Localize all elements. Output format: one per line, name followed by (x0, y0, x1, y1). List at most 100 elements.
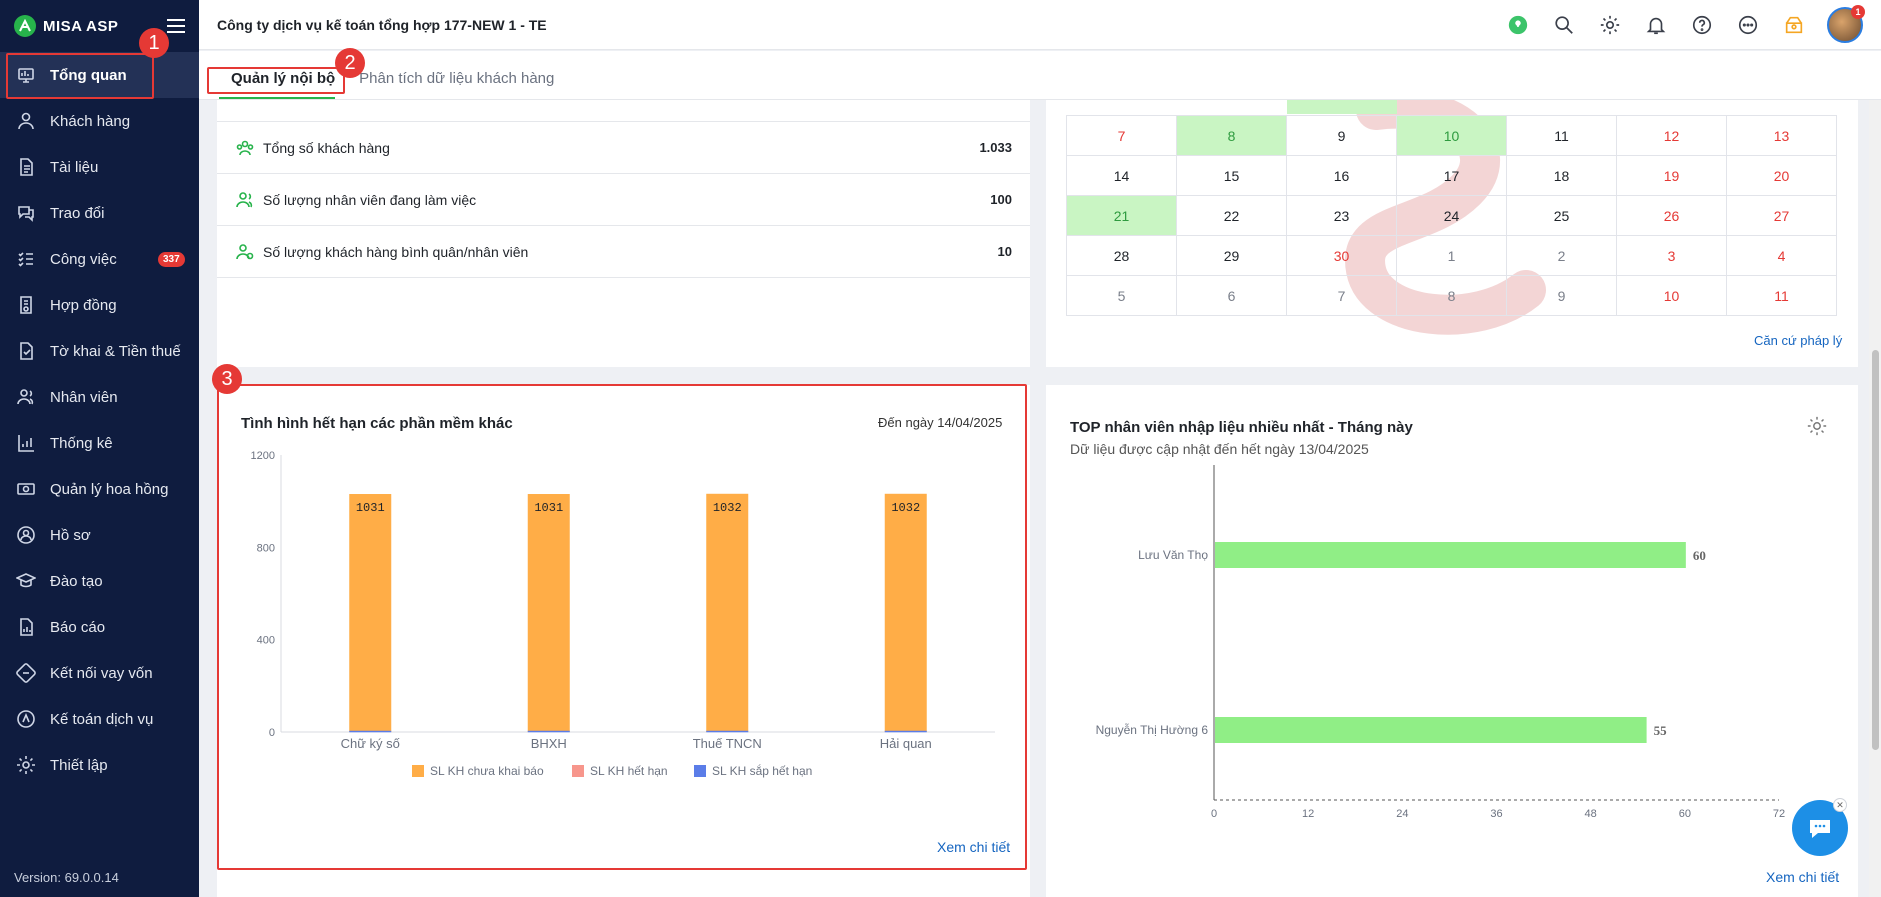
x-tick-label: Hải quan (880, 736, 932, 751)
sidebar-item-10[interactable]: Quản lý hoa hồng (0, 466, 199, 512)
chat-icon (16, 203, 36, 223)
sidebar-item-16[interactable]: Thiết lập (0, 742, 199, 788)
calendar-day[interactable]: 13 (1726, 115, 1837, 156)
calendar-day[interactable]: 14 (1066, 155, 1177, 196)
help-icon[interactable] (1689, 12, 1715, 38)
expiry-view-details-link[interactable]: Xem chi tiết (937, 839, 1011, 855)
calendar-day[interactable]: 22 (1176, 195, 1287, 236)
logo-row: MISA ASP (0, 0, 199, 52)
calendar-day[interactable]: 1 (1396, 235, 1507, 276)
sidebar-item-2[interactable]: Khách hàng (0, 98, 199, 144)
sidebar-item-1[interactable]: Tổng quan (0, 52, 199, 98)
calendar-day[interactable]: 19 (1616, 155, 1727, 196)
legal-basis-link[interactable]: Căn cứ pháp lý (1754, 333, 1843, 348)
chat-close-icon[interactable]: ✕ (1833, 798, 1847, 812)
calendar-day[interactable]: 18 (1506, 155, 1617, 196)
gear-icon[interactable] (1597, 12, 1623, 38)
stats-label: Tổng số khách hàng (263, 139, 390, 156)
calendar-week: 21 22 23 24 25 26 27 (1066, 195, 1837, 236)
company-name: Công ty dịch vụ kế toán tổng hợp 177-NEW… (217, 16, 547, 33)
user-avatar[interactable]: 1 (1827, 4, 1865, 43)
top-chart-subtitle: Dữ liệu được cập nhật đến hết ngày 13/04… (1070, 441, 1369, 457)
calendar-day[interactable]: 17 (1396, 155, 1507, 196)
promotion-icon[interactable] (1781, 12, 1807, 38)
sidebar-item-11[interactable]: Hồ sơ (0, 512, 199, 558)
calendar-day[interactable]: 10 (1396, 115, 1507, 156)
stats-row-clipped (217, 100, 1030, 122)
sidebar-item-label: Tờ khai & Tiền thuế (50, 342, 181, 360)
calendar-grid: 7 8 9 10 11 12 13 14 15 16 17 18 19 20 21 22 23 24 25 26 27 2… (1066, 115, 1837, 316)
calendar-day[interactable]: 11 (1506, 115, 1617, 156)
page-scrollbar[interactable] (1869, 100, 1881, 897)
sidebar-item-6[interactable]: Hợp đồng (0, 282, 199, 328)
sidebar-item-label: Trao đổi (50, 204, 105, 222)
calendar-day[interactable]: 8 (1176, 115, 1287, 156)
calendar-day[interactable]: 9 (1506, 275, 1617, 316)
customers-icon (235, 138, 255, 158)
sidebar-item-7[interactable]: Tờ khai & Tiền thuế (0, 328, 199, 374)
calendar-day[interactable]: 10 (1616, 275, 1727, 316)
calendar-day[interactable]: 29 (1176, 235, 1287, 276)
employee-value-label: 60 (1693, 548, 1706, 563)
more-icon[interactable] (1735, 12, 1761, 38)
assistant-icon[interactable] (1505, 12, 1531, 38)
calendar-day[interactable]: 6 (1176, 275, 1287, 316)
calendar-day[interactable]: 27 (1726, 195, 1837, 236)
bar-value-label: 1031 (356, 501, 385, 515)
calendar-day[interactable]: 24 (1396, 195, 1507, 236)
employee-bar-1 (1215, 542, 1686, 568)
scroll-thumb[interactable] (1872, 350, 1879, 750)
employees-icon (235, 190, 255, 210)
calendar-highlight-clipped (1287, 100, 1397, 114)
sidebar-item-3[interactable]: Tài liệu (0, 144, 199, 190)
accounting-icon (16, 709, 36, 729)
search-icon[interactable] (1551, 12, 1577, 38)
calendar-day[interactable]: 28 (1066, 235, 1177, 276)
chart-settings-gear-icon[interactable] (1806, 415, 1828, 437)
y-tick-label: 1200 (251, 450, 275, 462)
contract-icon (16, 295, 36, 315)
sidebar-item-label: Kết nối vay vốn (50, 664, 153, 682)
calendar-day[interactable]: 9 (1286, 115, 1397, 156)
calendar-day[interactable]: 5 (1066, 275, 1177, 316)
calendar-day[interactable]: 8 (1396, 275, 1507, 316)
calendar-day[interactable]: 2 (1506, 235, 1617, 276)
report-icon (16, 617, 36, 637)
sidebar-item-label: Thiết lập (50, 756, 108, 774)
calendar-day[interactable]: 11 (1726, 275, 1837, 316)
calendar-day[interactable]: 23 (1286, 195, 1397, 236)
active-tab-indicator (219, 97, 335, 99)
calendar-day[interactable]: 16 (1286, 155, 1397, 196)
sidebar-item-label: Nhân viên (50, 388, 118, 406)
sidebar-item-13[interactable]: Báo cáo (0, 604, 199, 650)
calendar-day[interactable]: 12 (1616, 115, 1727, 156)
y-tick-label: 400 (257, 635, 275, 647)
calendar-day[interactable]: 7 (1286, 275, 1397, 316)
top-view-details-link[interactable]: Xem chi tiết (1766, 869, 1840, 885)
calendar-card: 7 8 9 10 11 12 13 14 15 16 17 18 19 20 21 22 23 24 25 26 27 2… (1046, 100, 1858, 367)
sidebar-item-4[interactable]: Trao đổi (0, 190, 199, 236)
calendar-day[interactable]: 15 (1176, 155, 1287, 196)
calendar-day[interactable]: 20 (1726, 155, 1837, 196)
calendar-day[interactable]: 30 (1286, 235, 1397, 276)
calendar-day[interactable]: 25 (1506, 195, 1617, 236)
calendar-day[interactable]: 7 (1066, 115, 1177, 156)
sidebar-item-8[interactable]: Nhân viên (0, 374, 199, 420)
sidebar-item-label: Hồ sơ (50, 526, 91, 544)
employees-icon (16, 387, 36, 407)
tab-internal-management[interactable]: Quản lý nội bộ (231, 70, 336, 87)
bell-icon[interactable] (1643, 12, 1669, 38)
sidebar-item-15[interactable]: Kế toán dịch vụ (0, 696, 199, 742)
sidebar-item-5[interactable]: Công việc 337 (0, 236, 199, 282)
sidebar-item-9[interactable]: Thống kê (0, 420, 199, 466)
calendar-day[interactable]: 3 (1616, 235, 1727, 276)
tab-customer-analytics[interactable]: Phân tích dữ liệu khách hàng (359, 70, 555, 87)
calendar-day[interactable]: 4 (1726, 235, 1837, 276)
sidebar-item-label: Hợp đồng (50, 296, 117, 314)
expiring-soon-bar-4 (884, 730, 927, 733)
sidebar-item-14[interactable]: Kết nối vay vốn (0, 650, 199, 696)
menu-toggle-icon[interactable] (167, 19, 185, 33)
sidebar-item-12[interactable]: Đào tạo (0, 558, 199, 604)
calendar-day[interactable]: 21 (1066, 195, 1177, 236)
calendar-day[interactable]: 26 (1616, 195, 1727, 236)
